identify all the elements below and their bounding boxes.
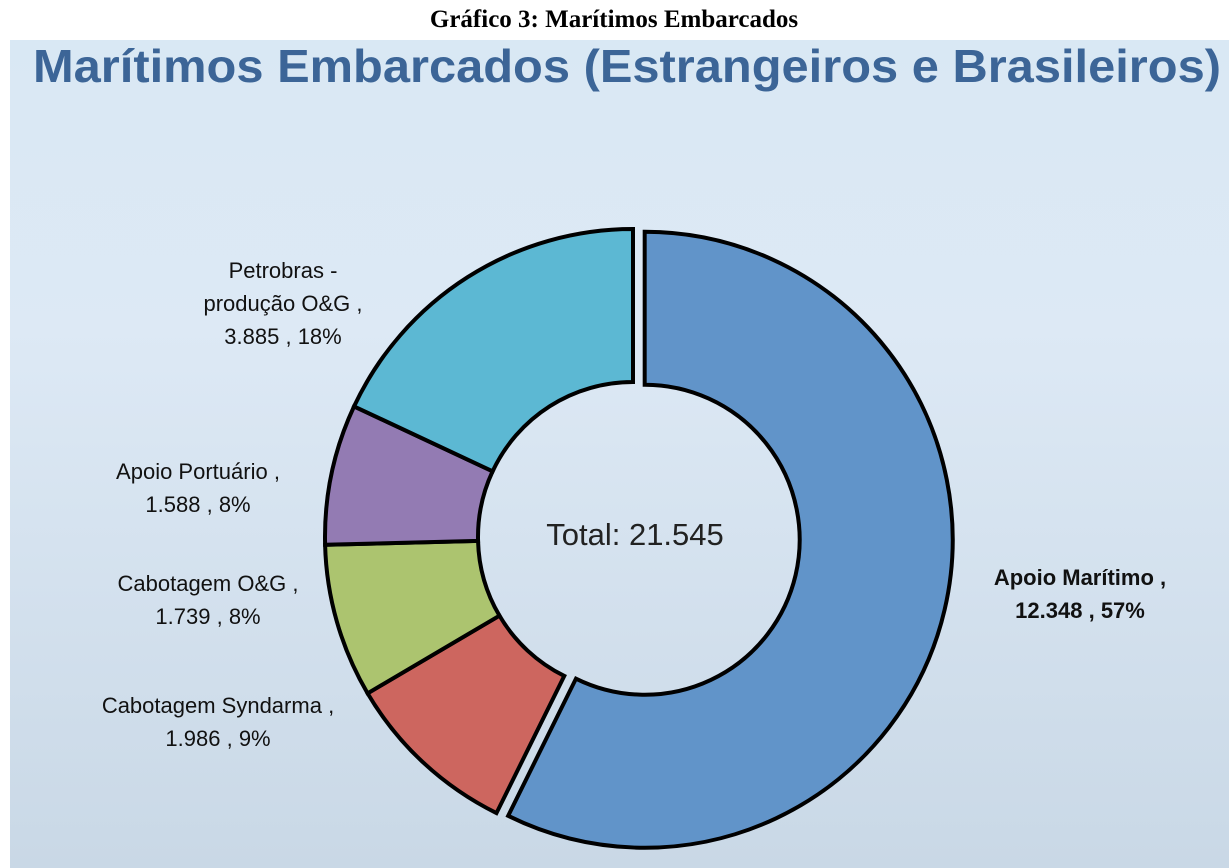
separator: ,: [285, 324, 292, 349]
slice-label: Cabotagem O&G , 1.739 , 8%: [93, 567, 323, 633]
separator: ,: [328, 693, 335, 718]
separator: ,: [206, 492, 213, 517]
value-label: 12.348: [1015, 598, 1083, 623]
donut-slice: [351, 226, 635, 474]
separator: ,: [356, 291, 363, 316]
percent-label: 18%: [297, 324, 342, 349]
total-label: 21.545: [629, 517, 724, 552]
chart-title: Marítimos Embarcados (Estrangeiros e Bra…: [33, 40, 1221, 92]
center-total: Total: 21.545: [546, 517, 724, 552]
separator: ,: [273, 459, 280, 484]
center-text: Total:: [546, 517, 620, 552]
separator: ,: [226, 726, 233, 751]
value-label: 3.885: [224, 324, 280, 349]
value-label: 1.739: [155, 604, 211, 629]
slice-label: Apoio Portuário , 1.588 , 8%: [88, 455, 308, 521]
category-name: Apoio Marítimo: [993, 565, 1154, 590]
slice-label: Petrobras - produção O&G , 3.885 , 18%: [188, 254, 378, 353]
value-label: 1.986: [165, 726, 221, 751]
separator: ,: [216, 604, 223, 629]
category-name: Cabotagem Syndarma: [101, 693, 322, 718]
percent-label: 8%: [218, 492, 251, 517]
slice-label: Cabotagem Syndarma , 1.986 , 9%: [98, 689, 338, 755]
percent-label: 9%: [238, 726, 271, 751]
category-name: Apoio Portuário: [116, 459, 268, 484]
percent-label: 8%: [228, 604, 261, 629]
percent-label: 57%: [1100, 598, 1145, 623]
separator: ,: [292, 571, 299, 596]
slice-label: Apoio Marítimo , 12.348 , 57%: [965, 561, 1195, 627]
donut-slice: [505, 229, 955, 850]
separator: ,: [1160, 565, 1167, 590]
category-name: Cabotagem O&G: [117, 571, 287, 596]
separator: ,: [1088, 598, 1095, 623]
caption: Gráfico 3: Marítimos Embarcados: [430, 6, 798, 33]
category-name: Petrobras - produção O&G: [203, 258, 351, 316]
value-label: 1.588: [145, 492, 201, 517]
